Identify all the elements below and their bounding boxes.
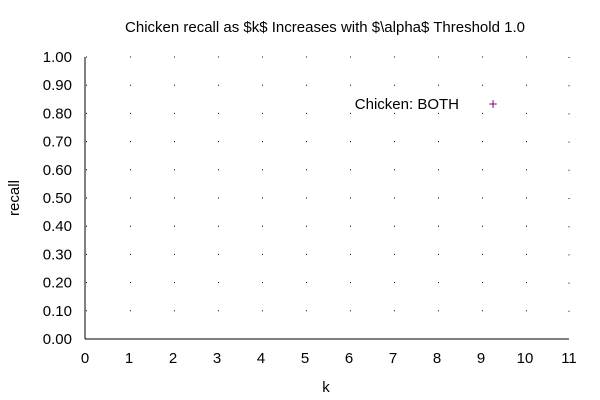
x-tick-label: 6 <box>345 350 353 367</box>
y-tick-label: 0.00 <box>43 331 72 348</box>
y-tick-label: 1.00 <box>43 49 72 66</box>
y-tick-label: 0.10 <box>43 303 72 320</box>
y-tick-label: 0.90 <box>43 77 72 94</box>
x-axis-label: k <box>322 379 330 396</box>
x-tick-label: 0 <box>81 350 89 367</box>
axes <box>84 57 569 340</box>
x-tick-label: 7 <box>389 350 397 367</box>
x-tick-label: 8 <box>433 350 441 367</box>
y-tick-label: 0.20 <box>43 275 72 292</box>
legend-marker: + <box>488 97 498 111</box>
y-tick-label: 0.80 <box>43 105 72 122</box>
x-tick-label: 2 <box>169 350 177 367</box>
x-tick-label: 4 <box>257 350 265 367</box>
legend-label: Chicken: BOTH <box>355 96 459 113</box>
y-tick-label: 0.60 <box>43 162 72 179</box>
y-axis-label: recall <box>6 180 23 216</box>
x-tick-label: 5 <box>301 350 309 367</box>
x-tick-label: 1 <box>125 350 133 367</box>
x-tick-label: 3 <box>213 350 221 367</box>
y-tick-label: 0.40 <box>43 218 72 235</box>
x-tick-label: 11 <box>561 350 577 367</box>
grid <box>86 56 570 339</box>
y-axis-ticks: 0.00 0.10 0.20 0.30 0.40 0.50 0.60 0.70 0.80 0.90… <box>43 49 72 348</box>
y-tick-label: 0.50 <box>43 190 72 207</box>
y-tick-label: 0.70 <box>43 134 72 151</box>
y-tick-label: 0.30 <box>43 246 72 263</box>
legend: Chicken: BOTH + <box>355 96 498 113</box>
x-tick-label: 10 <box>517 350 534 367</box>
x-tick-label: 9 <box>477 350 485 367</box>
chart-title: Chicken recall as $k$ Increases with $\a… <box>125 19 525 36</box>
x-axis-ticks: 0 1 2 3 4 5 6 7 8 9 10 11 <box>81 350 577 367</box>
